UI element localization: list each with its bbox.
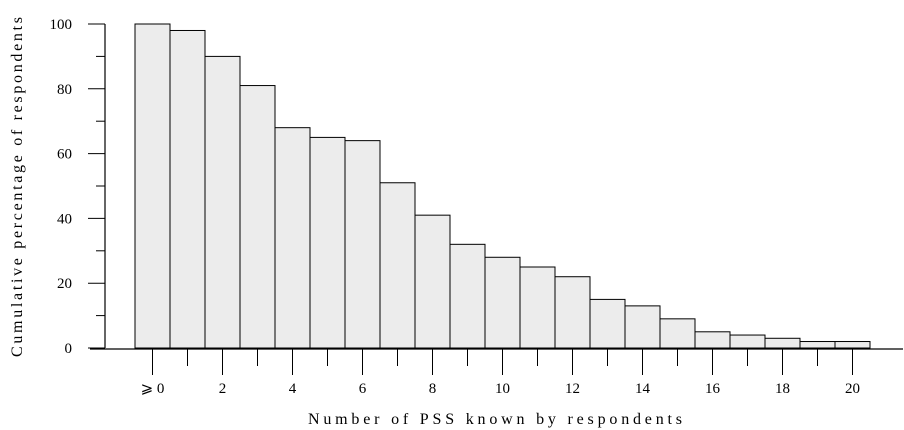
- bar-4: [274, 127, 311, 349]
- bar-6: [344, 140, 381, 349]
- bar-14: [624, 305, 661, 349]
- x-tick-label: 4: [289, 381, 297, 397]
- bar-9: [449, 243, 486, 349]
- y-tick-label: 100: [50, 17, 73, 33]
- bar-11: [519, 266, 556, 349]
- bar-12: [554, 276, 591, 349]
- bar-3: [239, 85, 276, 349]
- bar-15: [659, 318, 696, 349]
- x-tick-label: ⩾ 0: [141, 381, 165, 397]
- x-tick-label: 12: [565, 381, 580, 397]
- bar-10: [484, 256, 521, 349]
- y-tick-label: 40: [57, 211, 72, 227]
- x-tick-label: 14: [635, 381, 651, 397]
- x-tick-label: 16: [705, 381, 721, 397]
- bar-19: [799, 341, 836, 349]
- y-tick-label: 60: [57, 147, 72, 163]
- bar-5: [309, 136, 346, 349]
- bar-16: [694, 331, 731, 349]
- bars-group: [134, 23, 871, 349]
- x-axis-title: Number of PSS known by respondents: [308, 411, 682, 428]
- y-ticks-group: 0 20 40 60 80 100: [50, 17, 105, 357]
- bar-18: [764, 337, 801, 349]
- bar-2: [204, 55, 241, 349]
- bar-17: [729, 334, 766, 349]
- bar-20: [834, 341, 871, 349]
- x-tick-label: 6: [359, 381, 367, 397]
- y-axis-title: Cumulative percentage of respondents: [9, 17, 26, 357]
- bar-13: [589, 298, 626, 349]
- bar-7: [379, 182, 416, 349]
- bar-0: [134, 23, 171, 349]
- x-tick-label: 2: [219, 381, 227, 397]
- y-tick-label: 80: [57, 82, 72, 98]
- bar-8: [414, 214, 451, 349]
- y-tick-label: 0: [65, 341, 73, 357]
- y-tick-label: 20: [57, 276, 72, 292]
- x-ticks-group: ⩾ 0 2 4 6 8 10 12 14 16 18 20: [141, 349, 860, 397]
- x-tick-label: 18: [775, 381, 790, 397]
- bar-1: [169, 29, 206, 349]
- x-tick-label: 10: [495, 381, 510, 397]
- x-tick-label: 8: [429, 381, 437, 397]
- x-tick-label: 20: [845, 381, 860, 397]
